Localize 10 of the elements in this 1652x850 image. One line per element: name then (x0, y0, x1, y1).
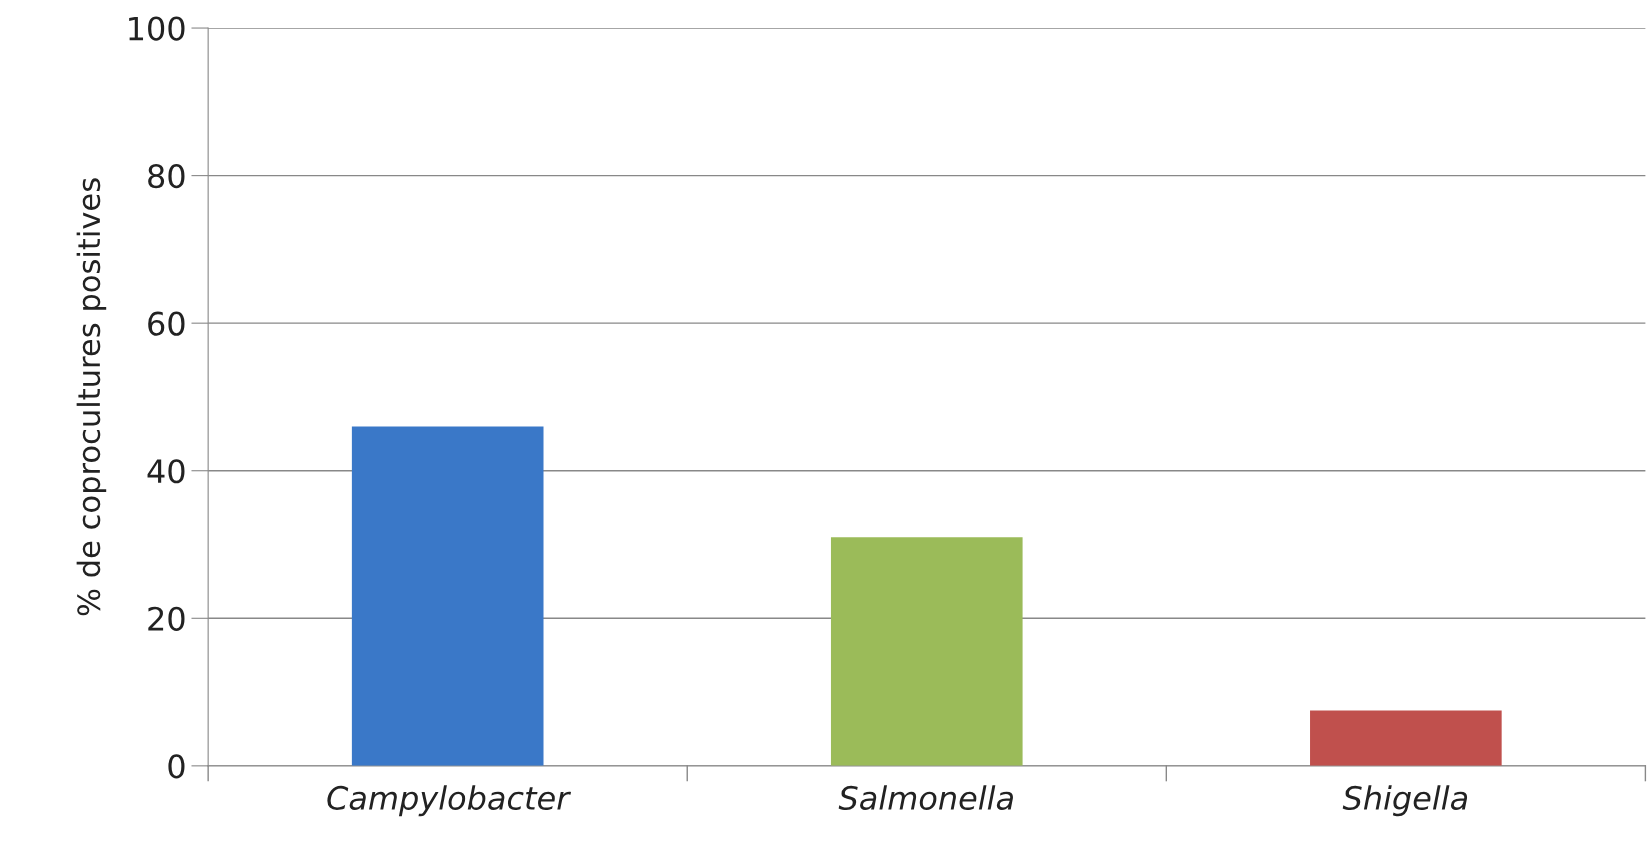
x-tick-label: Campylobacter (327, 785, 572, 817)
y-tick-label: 100 (129, 16, 185, 41)
y-tick-label: 40 (147, 459, 185, 484)
y-tick-label: 20 (148, 606, 185, 631)
y-tick-label: 60 (148, 311, 185, 336)
y-tick-label: 80 (148, 164, 185, 189)
y-tick-label: 0 (168, 754, 185, 779)
x-tick-label: Shigella (1342, 785, 1468, 817)
y-axis-title: % de coprocultures positives (76, 178, 107, 616)
x-tick-label: Salmonella (838, 785, 1013, 811)
